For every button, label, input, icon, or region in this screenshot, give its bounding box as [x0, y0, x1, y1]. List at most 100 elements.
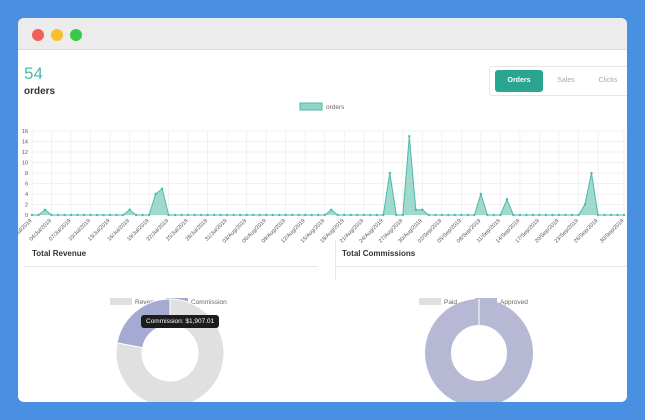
orders-data-point	[505, 198, 509, 201]
orders-data-point	[212, 213, 216, 217]
y-tick-label: 6	[25, 182, 28, 188]
orders-data-point	[544, 213, 548, 217]
orders-data-point	[427, 213, 431, 217]
y-tick-label: 10	[22, 161, 28, 167]
orders-data-point	[258, 213, 261, 217]
orders-data-point	[206, 213, 209, 217]
legend-swatch-revenue	[110, 298, 132, 305]
orders-data-point	[414, 208, 418, 211]
orders-data-point	[251, 213, 255, 217]
y-tick-label: 12	[22, 150, 28, 156]
orders-data-point	[323, 213, 326, 217]
orders-data-point	[56, 213, 60, 217]
orders-data-point	[551, 213, 554, 217]
orders-data-point	[583, 203, 587, 206]
revenue-title-divider	[24, 266, 318, 267]
legend-label-revenue: Revenue	[135, 299, 161, 306]
orders-data-point	[160, 187, 164, 190]
orders-data-point	[499, 213, 502, 217]
orders-data-point	[590, 171, 593, 175]
tab-clicks[interactable]: Clicks	[598, 77, 618, 84]
orders-data-point	[401, 213, 405, 217]
orders-data-point	[95, 213, 99, 217]
orders-data-point	[186, 213, 190, 217]
orders-data-point	[180, 213, 183, 217]
orders-data-point	[108, 213, 112, 217]
window-titlebar	[18, 18, 627, 50]
legend-label-approved: Approved	[500, 299, 528, 306]
orders-data-point	[622, 213, 626, 217]
orders-data-point	[460, 213, 463, 217]
orders-data-point	[291, 213, 294, 217]
orders-data-point	[297, 213, 300, 217]
orders-data-point	[134, 213, 138, 217]
orders-data-point	[453, 213, 457, 217]
orders-data-point	[421, 208, 424, 211]
orders-area	[32, 136, 624, 215]
orders-data-point	[50, 213, 53, 217]
minimize-window-button[interactable]	[51, 29, 63, 41]
orders-data-point	[238, 213, 242, 217]
orders-data-point	[362, 213, 365, 217]
tab-orders[interactable]: Orders	[495, 70, 543, 92]
legend-label-paid: Paid	[444, 299, 457, 306]
commission-tooltip: Commission: $1,907.01	[141, 315, 220, 328]
orders-data-point	[82, 213, 86, 217]
orders-data-point	[525, 213, 528, 217]
orders-data-point	[609, 213, 613, 217]
orders-data-point	[219, 213, 222, 217]
maximize-window-button[interactable]	[70, 29, 82, 41]
orders-data-point	[30, 213, 34, 217]
legend-label-orders: orders	[326, 104, 345, 111]
orders-data-point	[173, 213, 177, 217]
orders-data-point	[538, 213, 541, 217]
orders-data-point	[557, 213, 561, 217]
orders-data-point	[473, 213, 476, 217]
orders-data-point	[69, 213, 73, 217]
orders-data-point	[102, 213, 105, 217]
commissions-donut-chart: Paid Approved	[419, 298, 533, 402]
orders-data-point	[245, 213, 248, 217]
orders-data-point	[317, 213, 320, 217]
orders-data-point	[284, 213, 287, 217]
orders-data-point	[564, 213, 567, 217]
orders-data-point	[121, 213, 125, 217]
total-commissions-title: Total Commissions	[342, 249, 416, 258]
y-tick-label: 0	[25, 213, 28, 219]
orders-data-point	[486, 213, 489, 217]
orders-data-point	[479, 192, 483, 196]
x-tick-label: 30/Sep/2019	[599, 218, 625, 244]
orders-data-point	[37, 213, 40, 217]
orders-data-point	[518, 213, 522, 217]
orders-data-point	[232, 213, 235, 217]
orders-data-point	[278, 213, 281, 217]
orders-chart: orders024681012141601/Jul/201904/Jul/201…	[18, 102, 626, 244]
orders-data-point	[89, 213, 92, 217]
orders-data-point	[330, 208, 333, 211]
y-tick-label: 8	[25, 171, 28, 177]
orders-data-point	[115, 213, 118, 217]
revenue-donut-chart: Revenue Commission	[110, 298, 227, 402]
orders-count: 54	[24, 64, 43, 83]
orders-data-point	[225, 213, 229, 217]
orders-data-point	[447, 213, 450, 217]
orders-data-point	[375, 213, 378, 217]
tab-sales[interactable]: Sales	[557, 77, 575, 84]
orders-data-point	[349, 213, 352, 217]
orders-data-point	[193, 213, 196, 217]
orders-data-point	[343, 213, 346, 217]
legend-swatch-paid	[419, 298, 441, 305]
panel-divider	[335, 240, 336, 280]
legend-swatch-orders	[299, 102, 323, 111]
close-window-button[interactable]	[32, 29, 44, 41]
metric-toggle: Orders Sales Clicks	[489, 66, 627, 96]
legend-label-commission: Commission	[191, 299, 227, 306]
orders-data-point	[310, 213, 313, 217]
orders-data-point	[577, 213, 580, 217]
orders-data-point	[356, 213, 359, 217]
orders-data-point	[128, 208, 131, 211]
orders-data-point	[440, 213, 444, 217]
orders-data-point	[434, 213, 437, 217]
orders-data-point	[141, 213, 144, 217]
orders-data-point	[408, 135, 411, 138]
